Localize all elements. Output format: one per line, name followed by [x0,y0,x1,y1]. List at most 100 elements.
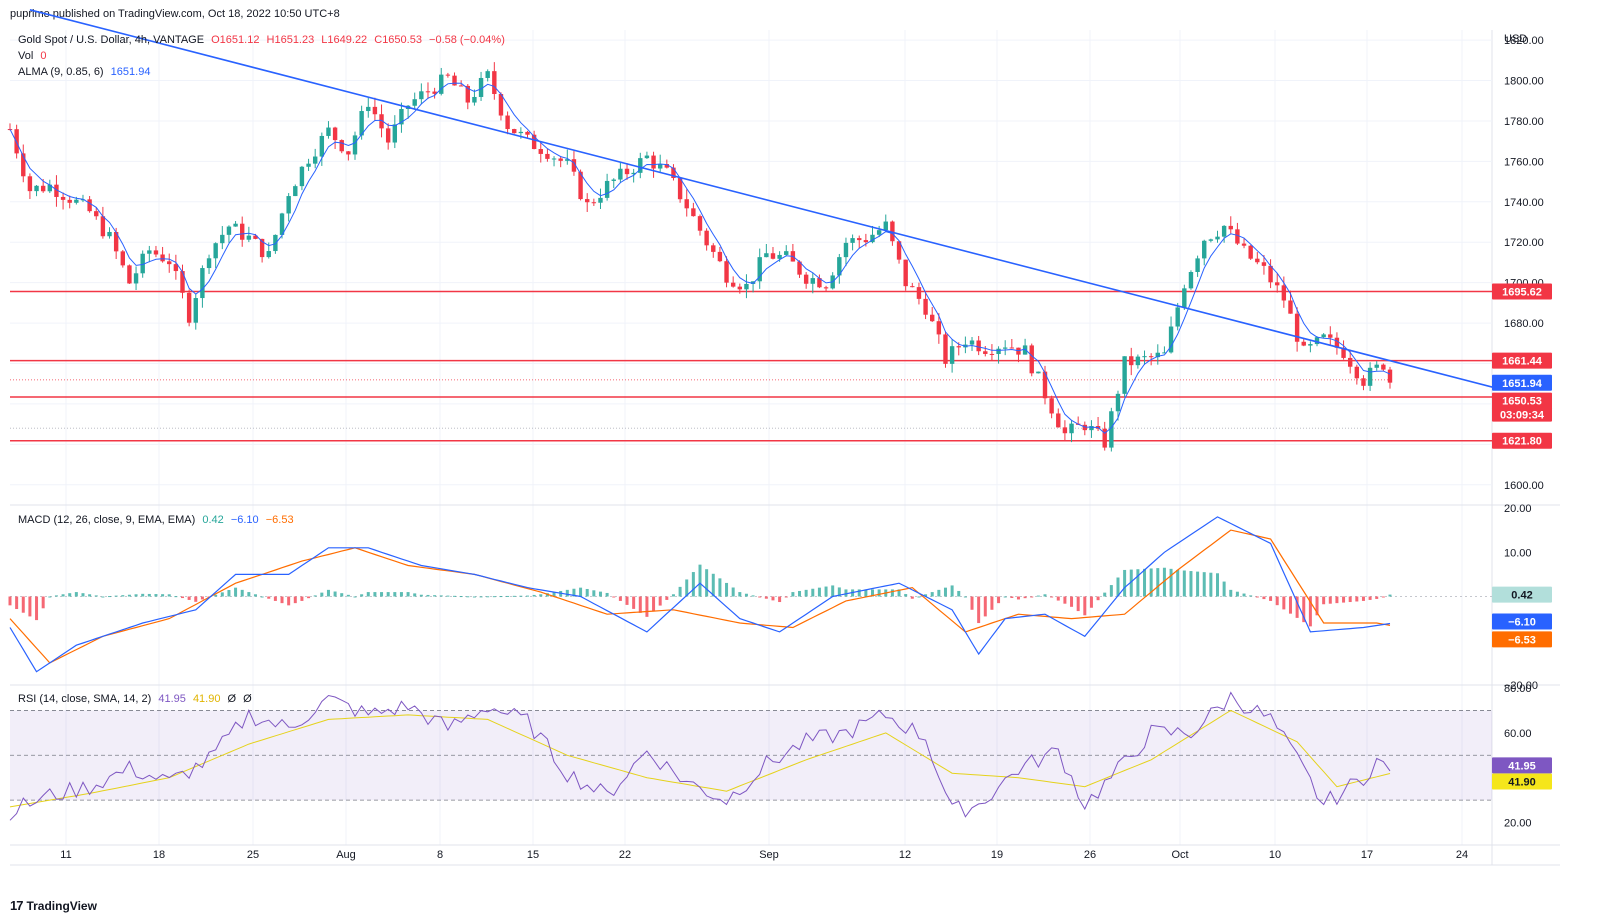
macd-badge-bg [1492,613,1552,630]
candle-body [54,184,59,197]
candle-body [863,240,869,243]
candle-body [452,75,457,86]
candle-body [1069,423,1074,434]
trendline[interactable] [29,9,1503,391]
rsi-legend: RSI (14, close, SMA, 14, 2) 41.95 41.90 … [18,693,256,705]
macd-hist-bar [711,573,715,597]
macd-hist-bar [665,596,669,600]
macd-hist-bar [572,588,576,597]
macd-hist-bar [380,592,384,597]
macd-line [9,516,1391,673]
rsi-badge: 41.95 [1508,760,1536,772]
candle-body [1182,288,1187,308]
candle-body [764,253,769,258]
volume-label[interactable]: Vol [18,50,34,62]
macd-hist-bar [293,596,297,604]
time-tick-label: 17 [1361,849,1373,861]
candle-body [1261,262,1267,266]
level-badge: 1621.80 [1502,436,1542,448]
macd-hist-bar [1156,568,1160,597]
macd-hist-bar [1315,596,1319,616]
candle-body [1188,271,1194,289]
published-header: puprime published on TradingView.com, Oc… [10,8,340,20]
tradingview-brand[interactable]: 17 TradingView [10,898,97,913]
candle-body [525,131,530,135]
candle-body [558,158,563,161]
candle-body [127,265,132,284]
main-legend: Gold Spot / U.S. Dollar, 4h, VANTAGE O16… [18,34,509,46]
candle-body [1374,364,1379,368]
macd-hist-bar [386,592,390,597]
macd-hist-bar [598,591,602,597]
candle-body [512,129,517,134]
macd-hist-bar [200,596,204,600]
price-tick-label: 1820.00 [1504,35,1544,47]
macd-hist-bar [970,596,974,610]
time-tick-label: 26 [1084,849,1096,861]
macd-hist-bar [1269,596,1273,601]
macd-signal-badge-bg [1492,631,1552,648]
macd-hist-bar [857,589,861,597]
macd-hist-bar [758,596,762,598]
macd-hist-bar [313,595,317,597]
candle-body [664,164,670,168]
macd-hist-bar [287,596,291,606]
candle-body [817,278,822,288]
candle-body [691,208,696,217]
macd-hist-bar [187,596,191,600]
macd-hist-bar [141,593,145,597]
macd-hist-bar [459,596,463,598]
macd-hist-bar [791,592,795,597]
candle-body [876,230,882,235]
candle-body [379,114,384,129]
macd-hist-bar [1262,596,1266,600]
macd-hist-bar [134,594,138,597]
rsi-badge-bg [1492,757,1552,774]
candle-body [60,196,66,200]
macd-hist-bar [738,592,742,597]
rsi-label[interactable]: RSI (14, close, SMA, 14, 2) [18,693,152,705]
candle-body [385,128,391,143]
candle-body [1367,367,1373,386]
candle-body [253,235,258,239]
candle-body [969,340,975,345]
candle-body [565,159,570,161]
candle-body [936,321,942,335]
macd-hist-bar [433,595,437,597]
level-badge: 1661.44 [1502,356,1543,368]
macd-hist-bar [506,595,510,597]
macd-hist-bar [638,596,642,613]
macd-hist-bar [108,596,112,598]
candle-body [465,85,470,103]
candle-body [923,298,928,315]
candle-body [366,106,371,112]
macd-hist-bar [532,594,536,597]
candle-body [989,353,995,355]
candle-body [40,185,46,192]
candle-body [631,172,636,175]
alma-label[interactable]: ALMA (9, 0.85, 6) [18,66,104,78]
macd-hist-bar [1030,596,1034,598]
candle-body [339,140,344,152]
macd-hist-bar [1063,596,1067,604]
macd-hist-bar [658,596,662,606]
macd-label[interactable]: MACD (12, 26, close, 9, EMA, EMA) [18,514,196,526]
candle-body [498,93,504,116]
macd-hist-bar [346,594,350,597]
candle-body [425,91,431,93]
candle-body [100,216,106,237]
candle-body [1195,258,1200,272]
candle-body [332,127,338,141]
macd-hist-bar [174,596,178,598]
candle-body [1135,356,1141,366]
countdown-badge-bg [1492,407,1552,422]
macd-hist-bar [54,595,58,597]
macd-hist-bar [632,596,636,609]
symbol-title[interactable]: Gold Spot / U.S. Dollar, 4h, VANTAGE [18,34,205,46]
candle-body [319,135,325,157]
macd-hist-bar [997,596,1001,604]
macd-hist-bar [678,586,682,597]
macd-hist-bar [1050,596,1054,598]
candle-body [883,221,888,231]
